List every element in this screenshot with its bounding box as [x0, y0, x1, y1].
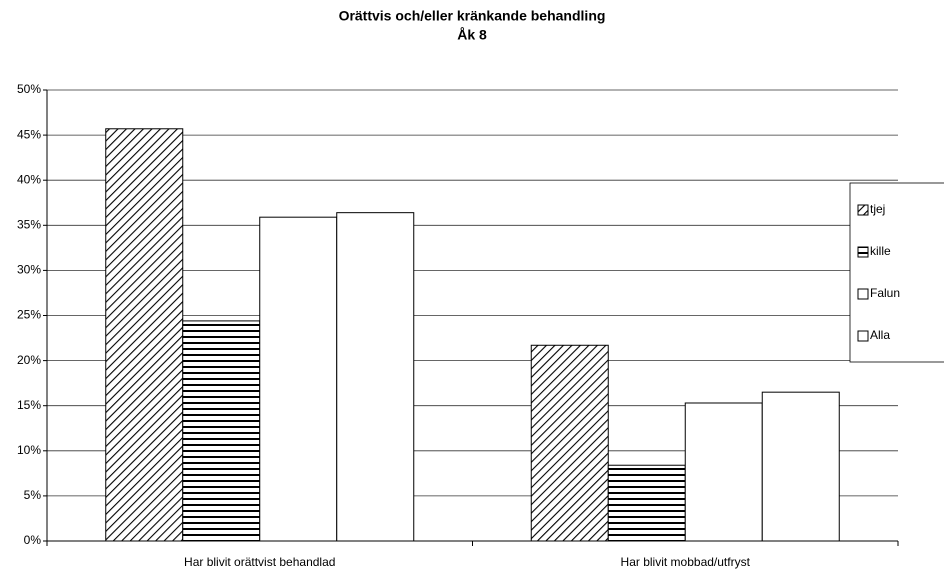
legend-label: Alla: [870, 328, 890, 342]
legend-swatch: [857, 204, 869, 216]
bar: [684, 402, 763, 542]
bar: [259, 216, 338, 542]
y-tick-label: 45%: [17, 127, 41, 141]
x-tick-label: Har blivit orättvist behandlad: [184, 555, 335, 569]
legend-swatch: [857, 288, 869, 300]
y-tick-label: 35%: [17, 217, 41, 231]
bar: [336, 212, 415, 542]
bar: [607, 464, 686, 542]
x-tick-label: Har blivit mobbad/utfryst: [621, 555, 751, 569]
chart-title: Orättvis och/eller kränkande behandling: [339, 8, 606, 24]
y-tick-label: 5%: [24, 488, 42, 502]
bar: [530, 344, 609, 542]
legend-swatch: [857, 246, 869, 258]
chart-subtitle: Åk 8: [457, 27, 487, 43]
bar: [182, 320, 261, 542]
legend-label: Falun: [870, 286, 900, 300]
y-tick-label: 15%: [17, 398, 41, 412]
bar: [105, 128, 184, 542]
y-tick-label: 0%: [24, 533, 42, 547]
legend-label: tjej: [870, 202, 885, 216]
legend-label: kille: [870, 244, 891, 258]
y-tick-label: 40%: [17, 172, 41, 186]
bar: [761, 391, 840, 542]
y-tick-label: 50%: [17, 82, 41, 96]
y-tick-label: 20%: [17, 353, 41, 367]
y-tick-label: 10%: [17, 443, 41, 457]
y-tick-label: 25%: [17, 308, 41, 322]
legend-swatch: [857, 330, 869, 342]
y-tick-label: 30%: [17, 263, 41, 277]
